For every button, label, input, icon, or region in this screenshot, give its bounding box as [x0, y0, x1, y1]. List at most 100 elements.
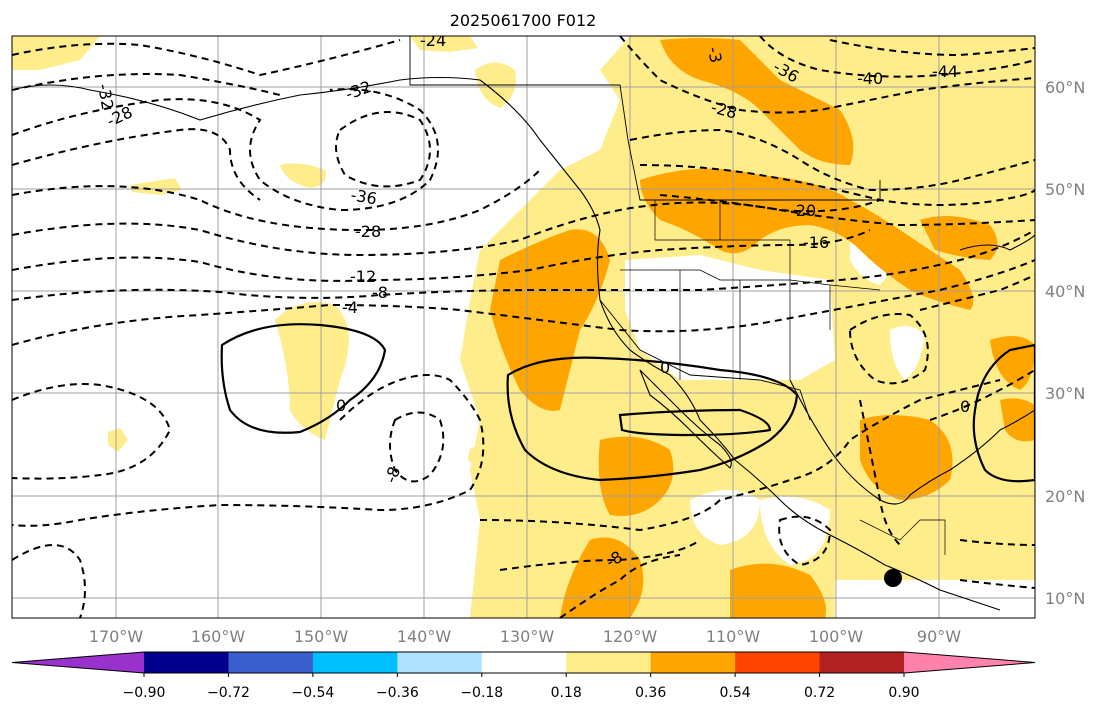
colorbar-segment	[650, 652, 736, 673]
longitude-label: 110°W	[706, 627, 761, 646]
contour-line	[659, 194, 1035, 227]
colorbar-tick-label: 0.72	[804, 685, 835, 701]
colorbar-tick-label: 0.90	[888, 685, 919, 701]
contours-zero	[220, 323, 1035, 483]
colorbar-tick-label: 0.54	[720, 685, 751, 701]
map-title: 2025061700 F012	[450, 11, 597, 30]
colorbar-segment	[144, 652, 229, 673]
contour-line	[335, 111, 431, 188]
contour-label: -8	[381, 464, 404, 485]
contour-line	[12, 229, 871, 282]
contour-line	[778, 515, 832, 567]
contour-line	[12, 39, 401, 77]
orange-region-pacific-coast	[490, 229, 610, 411]
latitude-label: 30°N	[1045, 384, 1085, 403]
longitude-label: 100°W	[809, 627, 864, 646]
coastline-northeast	[959, 234, 1035, 251]
colorbar-segment	[566, 652, 652, 673]
colorbar-tick-label: −0.36	[376, 685, 419, 701]
contour-label: -40	[857, 69, 883, 88]
contour-zero-pacific	[220, 323, 387, 434]
orange-region-canada	[660, 38, 854, 165]
contour-zero-baja	[618, 408, 772, 437]
contour-line	[629, 128, 1035, 192]
colorbar-segment	[904, 652, 1035, 673]
contour-line	[959, 539, 1035, 546]
hole-ohio-valley	[890, 326, 925, 380]
orange-region-southeast	[990, 336, 1035, 390]
colorbar-segment	[228, 652, 314, 673]
contour-label: -28	[355, 222, 381, 241]
coastline-gulf	[789, 379, 1035, 505]
contour-label: -24	[420, 31, 446, 50]
contour-label: -44	[932, 62, 958, 81]
state-borders-vertical	[679, 270, 831, 380]
contour-label: 0	[336, 396, 346, 415]
shading-region-small-mid	[468, 445, 490, 468]
contour-label: -36	[349, 185, 378, 208]
contour-line	[12, 229, 1035, 301]
contour-line	[12, 383, 172, 480]
longitude-label: 90°W	[917, 627, 961, 646]
shading-region-pacific	[275, 302, 349, 440]
colorbar-segment	[819, 652, 905, 673]
latitude-label: 50°N	[1045, 180, 1085, 199]
contour-label: 0	[660, 358, 670, 377]
latitude-labels: 60°N 50°N 40°N 30°N 20°N 10°N	[1045, 78, 1085, 608]
contour-line	[919, 274, 1035, 311]
contour-label: -16	[803, 233, 829, 252]
contour-line	[12, 88, 439, 212]
border-us-mexico	[599, 299, 811, 421]
colorbar-tick-label: −0.18	[460, 685, 503, 701]
graticule-grid	[12, 36, 1035, 618]
contour-line	[619, 36, 1035, 114]
state-borders-northwest	[654, 200, 791, 280]
contour-line	[12, 169, 541, 232]
longitude-labels: 170°W 160°W 150°W 140°W 130°W 120°W 110°W 100°W…	[89, 627, 961, 646]
longitude-label: 140°W	[397, 627, 452, 646]
border-central-america	[859, 519, 946, 555]
orange-region-gulf-mexico	[860, 415, 953, 500]
colorbar-segment	[397, 652, 483, 673]
colorbar-segment	[312, 652, 398, 673]
latitude-label: 40°N	[1045, 282, 1085, 301]
contours-negative	[12, 36, 1035, 618]
coastline-alaska	[12, 76, 481, 121]
contour-line	[859, 399, 901, 546]
latitude-label: 10°N	[1045, 589, 1085, 608]
latitude-label: 20°N	[1045, 487, 1085, 506]
contour-line	[12, 374, 485, 527]
map-frame	[11, 35, 1036, 619]
colorbar-segment	[735, 652, 821, 673]
colorbar-tick-label: 0.18	[551, 685, 582, 701]
hole-great-basin	[625, 255, 835, 380]
map-content: -32 -28 -32 -36 -28 -12 -8 -4 0 0 -8 -8 …	[12, 31, 1035, 618]
contour-label: -20	[790, 201, 816, 220]
contour-line	[929, 369, 1035, 421]
contour-line	[829, 39, 1035, 57]
contour-line	[559, 554, 681, 618]
longitude-label: 150°W	[294, 627, 349, 646]
contour-line	[389, 411, 445, 483]
longitude-label: 130°W	[500, 627, 555, 646]
colorbar-tick-label: −0.72	[207, 685, 250, 701]
shading-region-small-west	[130, 178, 182, 195]
colorbar: −0.90 −0.72 −0.54 −0.36 −0.18 0.18 0.36 0.54 0.7…	[11, 651, 1036, 701]
colorbar-tick-label: −0.90	[123, 685, 166, 701]
colorbar-tick-label: 0.36	[635, 685, 666, 701]
contour-label: -3	[704, 45, 725, 64]
latitude-label: 60°N	[1045, 78, 1085, 97]
shading-holes	[625, 236, 1035, 618]
orange-region-florida	[1000, 398, 1035, 442]
contour-line	[848, 313, 929, 385]
longitude-label: 160°W	[191, 627, 246, 646]
location-marker	[884, 569, 902, 587]
hole-eastern-pacific	[690, 490, 760, 545]
contour-line	[12, 259, 1035, 346]
contour-label: -12	[350, 267, 376, 286]
contour-label: -4	[342, 298, 358, 317]
shading-region-north-pacific	[280, 163, 326, 188]
longitude-label: 120°W	[603, 627, 658, 646]
hole-south-edge	[835, 580, 1035, 618]
